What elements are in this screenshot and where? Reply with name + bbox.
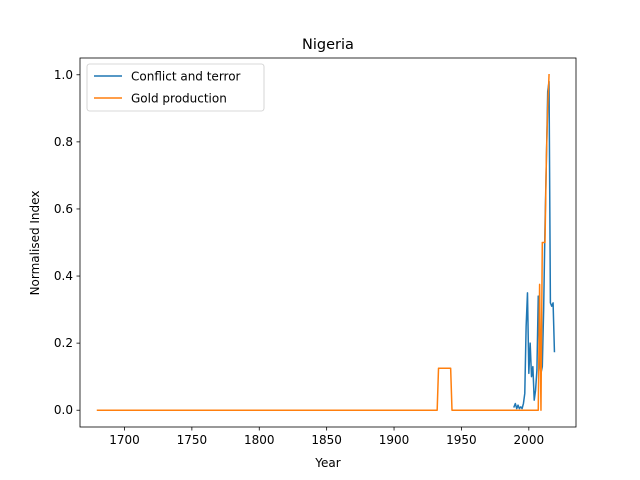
y-axis-title: Normalised Index	[28, 191, 42, 296]
legend: Conflict and terror Gold production	[86, 63, 265, 112]
legend-box	[86, 63, 265, 112]
x-tick-label: 1750	[177, 433, 208, 447]
x-tick-label: 2000	[514, 433, 545, 447]
x-tick-label: 1900	[379, 433, 410, 447]
y-tick-label: 1.0	[54, 68, 73, 82]
y-tick-label: 0.8	[54, 135, 73, 149]
axes-frame	[79, 57, 577, 428]
x-tick-label: 1800	[244, 433, 275, 447]
series-line-1	[96, 73, 550, 411]
x-axis-title: Year	[314, 456, 340, 470]
legend-label-0: Conflict and terror	[131, 70, 241, 84]
plot-area	[96, 73, 556, 411]
y-tick-label: 0.6	[54, 202, 73, 216]
x-tick-label: 1850	[311, 433, 342, 447]
x-tick-label: 1950	[446, 433, 477, 447]
y-tick-label: 0.0	[54, 403, 73, 417]
legend-label-1: Gold production	[131, 92, 227, 106]
chart-title: Nigeria	[302, 37, 354, 53]
axes: 1700 1750 1800 1850 1900 1950 2000 0.0 0.2 0.4 0.6…	[54, 57, 577, 447]
y-tick-label: 0.2	[54, 336, 73, 350]
y-tick-label: 0.4	[54, 269, 73, 283]
x-tick-label: 1700	[109, 433, 140, 447]
